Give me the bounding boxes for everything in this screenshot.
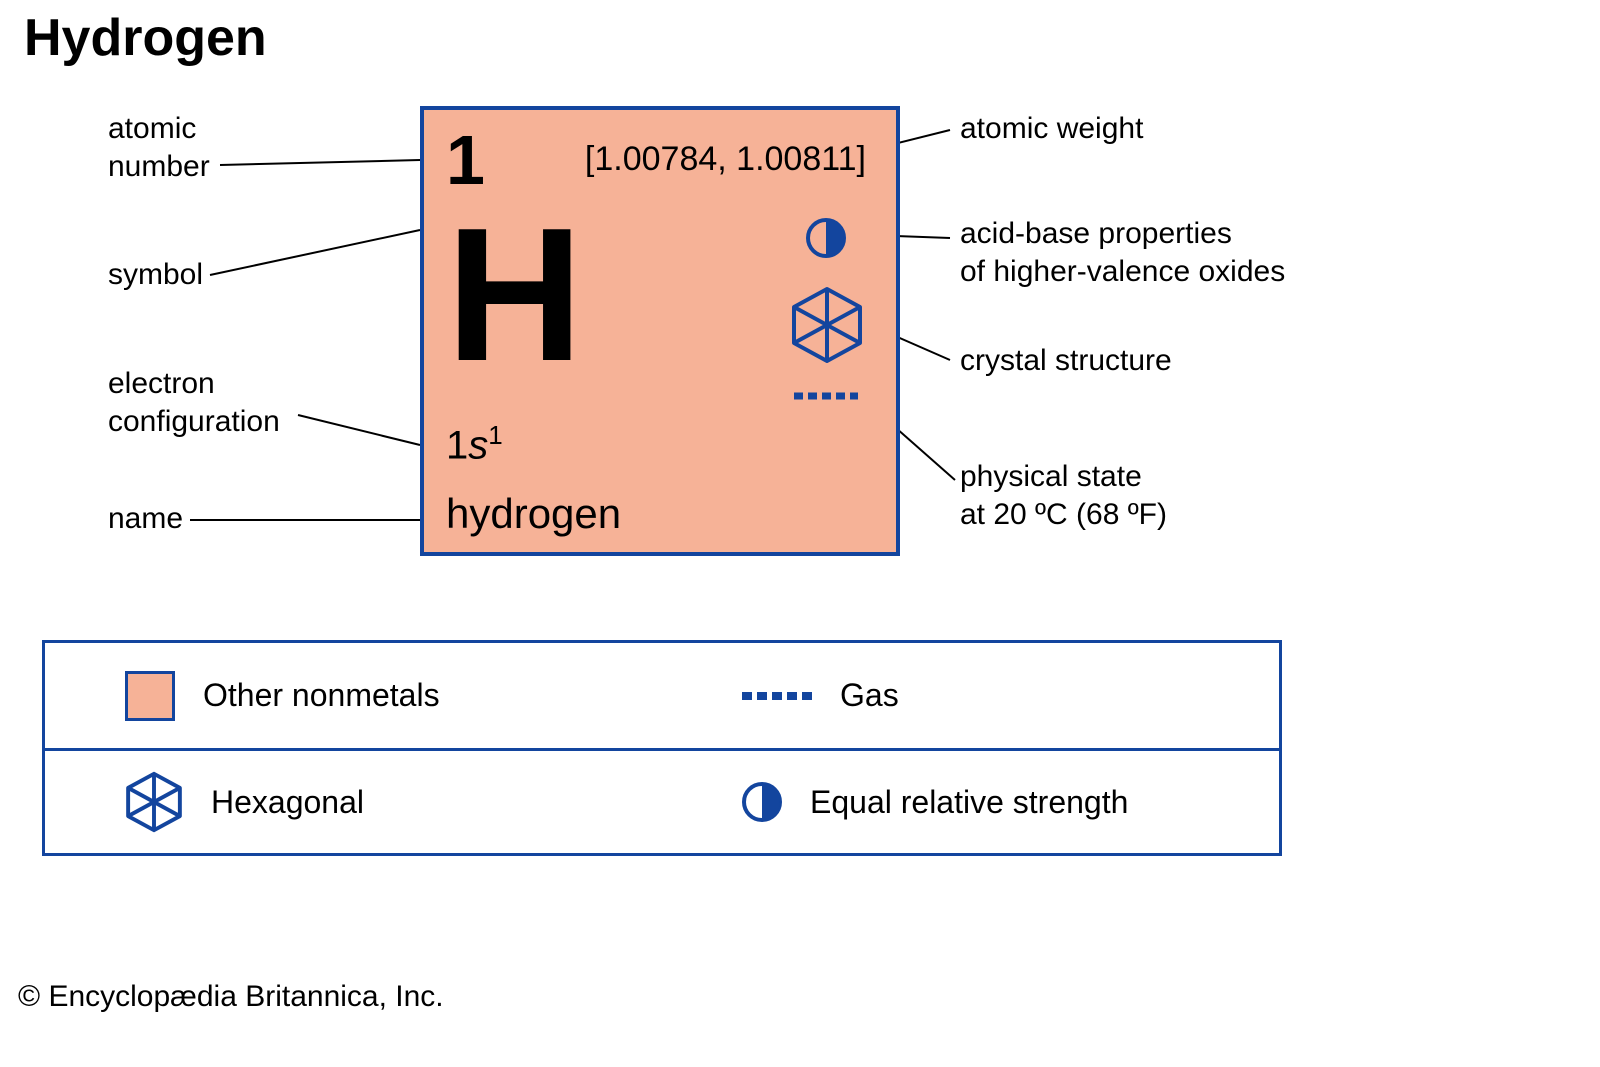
legend-label: Hexagonal xyxy=(211,784,364,821)
legend-row: Hexagonal Equal relative strength xyxy=(45,748,1279,853)
atomic-number: 1 xyxy=(446,120,485,200)
electron-configuration: 1s1 xyxy=(446,420,503,468)
half-circle-icon xyxy=(806,218,846,258)
legend-label: Gas xyxy=(840,677,899,714)
legend-cell: Hexagonal xyxy=(45,770,662,834)
econf-orbital: s xyxy=(468,423,488,467)
callout-electron-configuration: electron configuration xyxy=(108,365,280,440)
callout-atomic-weight: atomic weight xyxy=(960,110,1143,148)
econf-base: 1 xyxy=(446,423,468,467)
legend-cell: Gas xyxy=(662,677,1279,714)
callout-atomic-number: atomic number xyxy=(108,110,210,185)
dashed-line-icon xyxy=(794,390,858,402)
copyright: © Encyclopædia Britannica, Inc. xyxy=(18,980,444,1014)
hexagon-icon xyxy=(790,285,864,365)
dashed-line-icon xyxy=(742,690,812,702)
legend-cell: Equal relative strength xyxy=(662,782,1279,822)
legend-row: Other nonmetals Gas xyxy=(45,643,1279,748)
half-circle-icon xyxy=(742,782,782,822)
element-symbol: H xyxy=(446,200,583,390)
legend-label: Other nonmetals xyxy=(203,677,440,714)
element-tile: 1 [1.00784, 1.00811] H 1s1 hydrogen xyxy=(420,106,900,556)
page: Hydrogen 1 [1.00784, 1.00811] H 1s1 hydr… xyxy=(0,0,1600,1067)
callout-symbol: symbol xyxy=(108,256,203,294)
page-title: Hydrogen xyxy=(24,8,267,68)
legend-label: Equal relative strength xyxy=(810,784,1128,821)
swatch-icon xyxy=(125,671,175,721)
hexagon-icon xyxy=(125,770,183,834)
callout-state: physical state at 20 ºC (68 ºF) xyxy=(960,458,1167,533)
callout-acid-base: acid-base properties of higher-valence o… xyxy=(960,215,1285,290)
econf-exponent: 1 xyxy=(488,420,502,450)
legend-cell: Other nonmetals xyxy=(45,671,662,721)
legend: Other nonmetals Gas Hexag xyxy=(42,640,1282,856)
element-name: hydrogen xyxy=(446,490,621,538)
atomic-weight: [1.00784, 1.00811] xyxy=(585,140,866,179)
callout-crystal: crystal structure xyxy=(960,342,1172,380)
callout-name: name xyxy=(108,500,183,538)
